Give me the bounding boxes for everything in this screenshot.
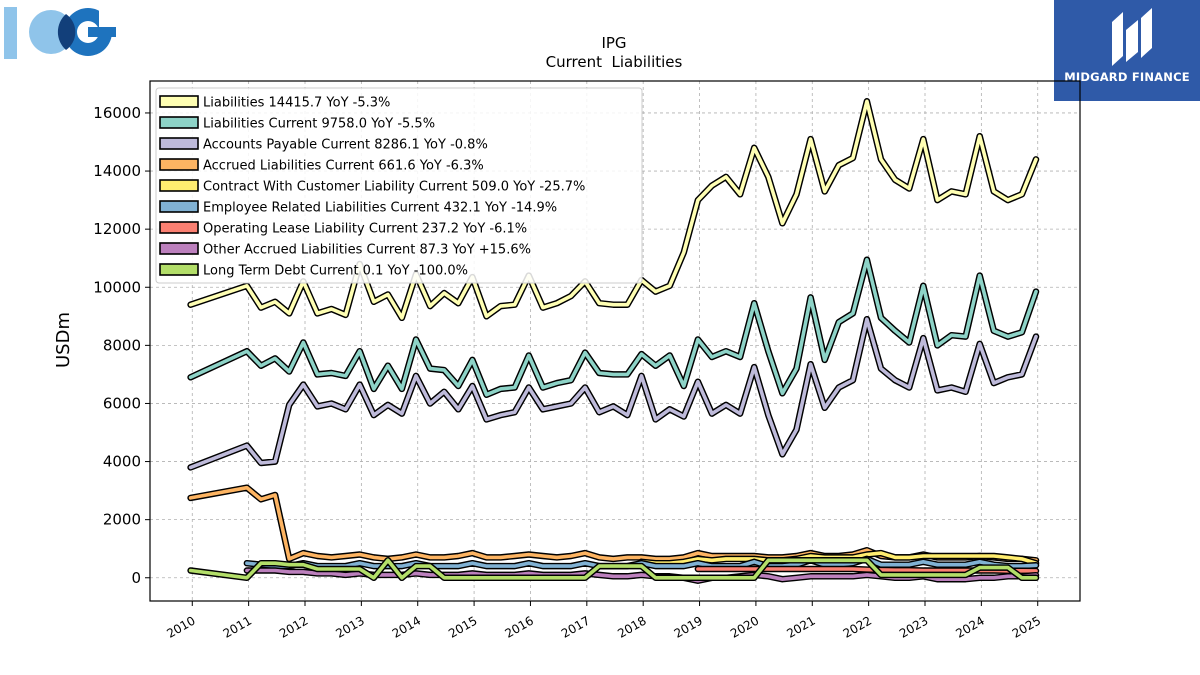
company-logo bbox=[0, 0, 130, 70]
x-tick-label: 2012 bbox=[277, 613, 310, 640]
brand-name: MIDGARD FINANCE bbox=[1064, 70, 1190, 84]
legend-swatch bbox=[159, 200, 199, 213]
y-tick-label: 16000 bbox=[93, 104, 141, 122]
plot-frame bbox=[149, 80, 1081, 602]
legend-swatch bbox=[159, 137, 199, 150]
y-tick-label: 0 bbox=[131, 569, 141, 587]
legend-swatch bbox=[159, 263, 199, 276]
legend-entry: Employee Related Liabilities Current 432… bbox=[203, 201, 557, 216]
legend-entry: Liabilities 14415.7 YoY -5.3% bbox=[203, 96, 390, 111]
series-line bbox=[188, 558, 1038, 580]
series-line bbox=[188, 257, 1038, 397]
y-tick-label: 4000 bbox=[103, 453, 141, 471]
legend-swatch bbox=[159, 116, 199, 129]
legend-entry: Other Accrued Liabilities Current 87.3 Y… bbox=[203, 243, 531, 258]
legend-entry: Contract With Customer Liability Current… bbox=[203, 180, 585, 195]
legend-swatch bbox=[159, 221, 199, 234]
x-tick-label: 2010 bbox=[164, 613, 197, 640]
x-tick-label: 2024 bbox=[953, 613, 986, 640]
series-line bbox=[188, 317, 1038, 470]
x-tick-label: 2022 bbox=[841, 613, 874, 640]
x-tick-label: 2016 bbox=[503, 613, 536, 640]
legend-entry: Accounts Payable Current 8286.1 YoY -0.8… bbox=[203, 138, 488, 153]
series-line bbox=[188, 485, 1038, 563]
y-axis-label: USDm bbox=[53, 312, 74, 368]
x-tick-label: 2015 bbox=[446, 613, 479, 640]
y-tick-label: 12000 bbox=[93, 220, 141, 238]
x-tick-label: 2011 bbox=[221, 613, 254, 640]
x-tick-label: 2025 bbox=[1010, 613, 1043, 640]
legend-entry: Accrued Liabilities Current 661.6 YoY -6… bbox=[203, 159, 484, 174]
y-tick-label: 6000 bbox=[103, 394, 141, 412]
x-tick-label: 2013 bbox=[333, 613, 366, 640]
x-tick-label: 2014 bbox=[390, 613, 423, 640]
y-tick-label: 10000 bbox=[93, 278, 141, 296]
x-tick-label: 2018 bbox=[615, 613, 648, 640]
midgard-finance-logo: MIDGARD FINANCE bbox=[1054, 0, 1200, 101]
legend-swatch bbox=[159, 242, 199, 255]
brand-mark-icon bbox=[1112, 8, 1152, 66]
legend-box bbox=[155, 87, 643, 284]
legend-entry: Operating Lease Liability Current 237.2 … bbox=[203, 222, 527, 237]
y-tick-label: 2000 bbox=[103, 511, 141, 529]
legend-swatch bbox=[159, 95, 199, 108]
legend-swatch bbox=[159, 158, 199, 171]
x-tick-label: 2017 bbox=[559, 613, 592, 640]
series-line-outline bbox=[187, 484, 1040, 564]
chart-subtitle: Current Liabilities bbox=[546, 53, 683, 71]
x-tick-label: 2019 bbox=[672, 613, 705, 640]
x-tick-label: 2023 bbox=[897, 613, 930, 640]
legend-entry: Long Term Debt Current 0.1 YoY -100.0% bbox=[203, 264, 468, 279]
y-tick-label: 8000 bbox=[103, 336, 141, 354]
chart-title: IPG bbox=[601, 34, 626, 52]
x-tick-label: 2020 bbox=[728, 613, 761, 640]
x-tick-label: 2021 bbox=[784, 613, 817, 640]
legend-swatch bbox=[159, 179, 199, 192]
legend-entry: Liabilities Current 9758.0 YoY -5.5% bbox=[203, 117, 435, 132]
y-tick-label: 14000 bbox=[93, 162, 141, 180]
